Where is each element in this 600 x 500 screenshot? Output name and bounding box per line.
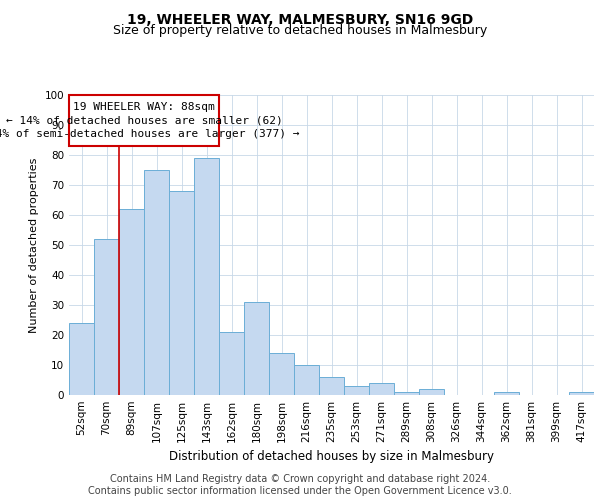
Bar — [319, 377, 344, 395]
Text: 19 WHEELER WAY: 88sqm
← 14% of detached houses are smaller (62)
84% of semi-deta: 19 WHEELER WAY: 88sqm ← 14% of detached … — [0, 102, 299, 139]
Bar — [419, 389, 444, 395]
Bar — [69, 323, 94, 395]
Bar — [369, 383, 394, 395]
Bar — [219, 332, 244, 395]
Y-axis label: Number of detached properties: Number of detached properties — [29, 158, 39, 332]
X-axis label: Distribution of detached houses by size in Malmesbury: Distribution of detached houses by size … — [169, 450, 494, 464]
Bar — [144, 170, 169, 395]
Bar — [119, 209, 144, 395]
Bar — [569, 392, 594, 395]
Bar — [194, 158, 219, 395]
Bar — [244, 302, 269, 395]
Bar — [269, 353, 294, 395]
Text: Size of property relative to detached houses in Malmesbury: Size of property relative to detached ho… — [113, 24, 487, 37]
Bar — [94, 239, 119, 395]
Text: Contains HM Land Registry data © Crown copyright and database right 2024.
Contai: Contains HM Land Registry data © Crown c… — [88, 474, 512, 496]
Text: 19, WHEELER WAY, MALMESBURY, SN16 9GD: 19, WHEELER WAY, MALMESBURY, SN16 9GD — [127, 12, 473, 26]
Bar — [494, 392, 519, 395]
Bar — [294, 365, 319, 395]
Bar — [394, 392, 419, 395]
Bar — [169, 191, 194, 395]
Bar — [344, 386, 369, 395]
Bar — [69, 95, 219, 146]
